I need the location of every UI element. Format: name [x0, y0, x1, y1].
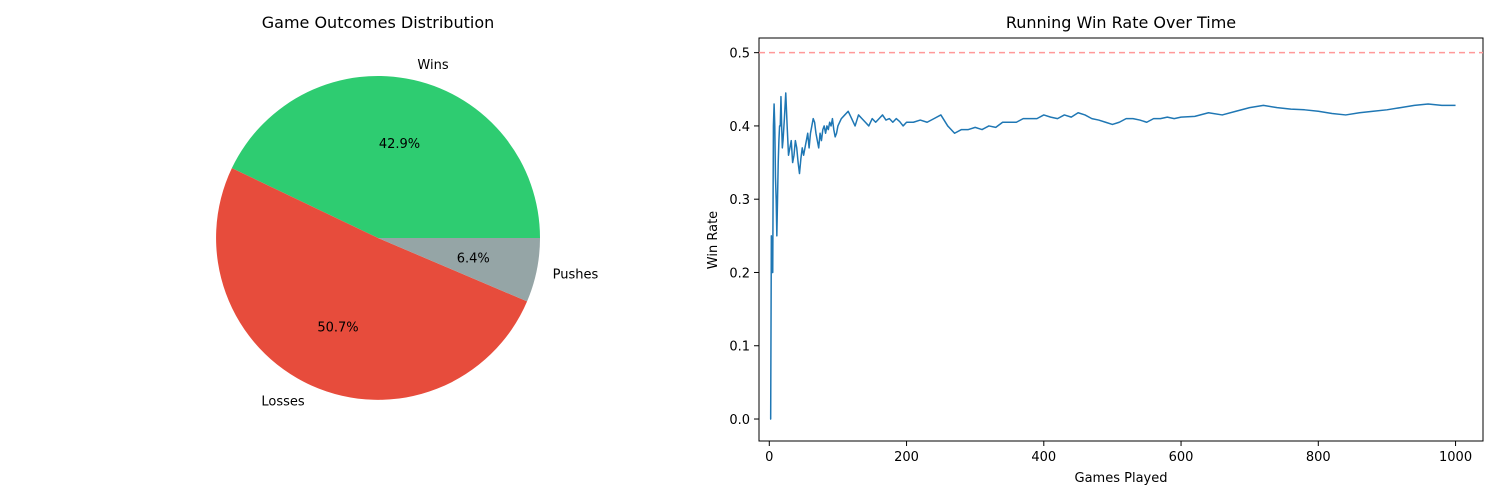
line-chart-axes-frame — [758, 37, 1484, 442]
line-chart: Running Win Rate Over Time Games Played … — [706, 13, 1484, 486]
y-tick-label: 0.5 — [729, 47, 750, 62]
pie-label-losses: Losses — [261, 394, 305, 409]
pie-percent-wins: 42.9% — [379, 137, 420, 152]
pie-slice-losses — [216, 168, 528, 400]
pie-label-pushes: Pushes — [553, 268, 599, 283]
pie-chart-title: Game Outcomes Distribution — [262, 13, 495, 32]
pie-slice-pushes — [378, 238, 540, 302]
x-tick-label: 400 — [1031, 450, 1056, 465]
x-tick-label: 200 — [894, 450, 919, 465]
y-tick-label: 0.2 — [729, 266, 750, 281]
pie-chart: Game Outcomes Distribution Wins 42.9% Loss… — [216, 13, 598, 409]
pie-percent-pushes: 6.4% — [457, 251, 490, 266]
pie-slice-wins — [231, 75, 540, 238]
x-tick-label: 600 — [1169, 450, 1194, 465]
line-chart-title: Running Win Rate Over Time — [1006, 13, 1236, 32]
x-tick-label: 0 — [765, 450, 773, 465]
line-chart-y-axis-label: Win Rate — [706, 211, 721, 269]
y-tick-label: 0.0 — [729, 413, 750, 428]
pie-percent-losses: 50.7% — [317, 321, 358, 336]
pie-label-wins: Wins — [417, 58, 448, 73]
line-chart-x-axis-label: Games Played — [1075, 471, 1168, 486]
y-tick-label: 0.4 — [729, 120, 750, 135]
series-line-0 — [769, 92, 1456, 420]
x-tick-label: 800 — [1306, 450, 1331, 465]
y-tick-label: 0.1 — [729, 340, 750, 355]
x-tick-label: 1000 — [1439, 450, 1472, 465]
y-tick-label: 0.3 — [729, 193, 750, 208]
